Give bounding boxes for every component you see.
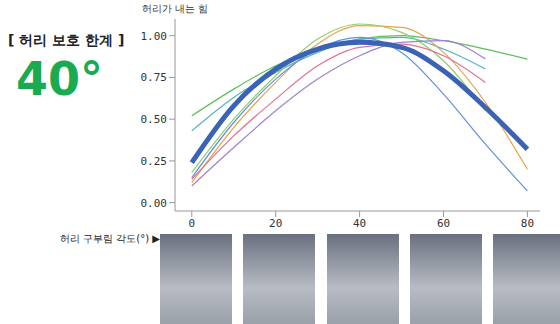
svg-text:20: 20 [269,217,282,230]
svg-text:0.00: 0.00 [141,197,168,210]
svg-text:0.25: 0.25 [141,155,168,168]
html-text:허리가 내는 힘: 허리가 내는 힘 [142,3,209,14]
svg-text:0.75: 0.75 [141,71,168,84]
svg-text:60: 60 [437,217,450,230]
svg-text:80: 80 [521,217,534,230]
svg-text:40: 40 [353,217,366,230]
svg-text:0.50: 0.50 [141,113,168,126]
html-text:40°: 40° [16,52,103,106]
svg-text:1.00: 1.00 [141,30,168,43]
svg-text:0: 0 [188,217,195,230]
html-text:허리 구부림 각도(°) ▶: 허리 구부림 각도(°) ▶ [60,233,160,244]
html-text:[ 허리 보호 한계 ]: [ 허리 보호 한계 ] [8,32,125,48]
